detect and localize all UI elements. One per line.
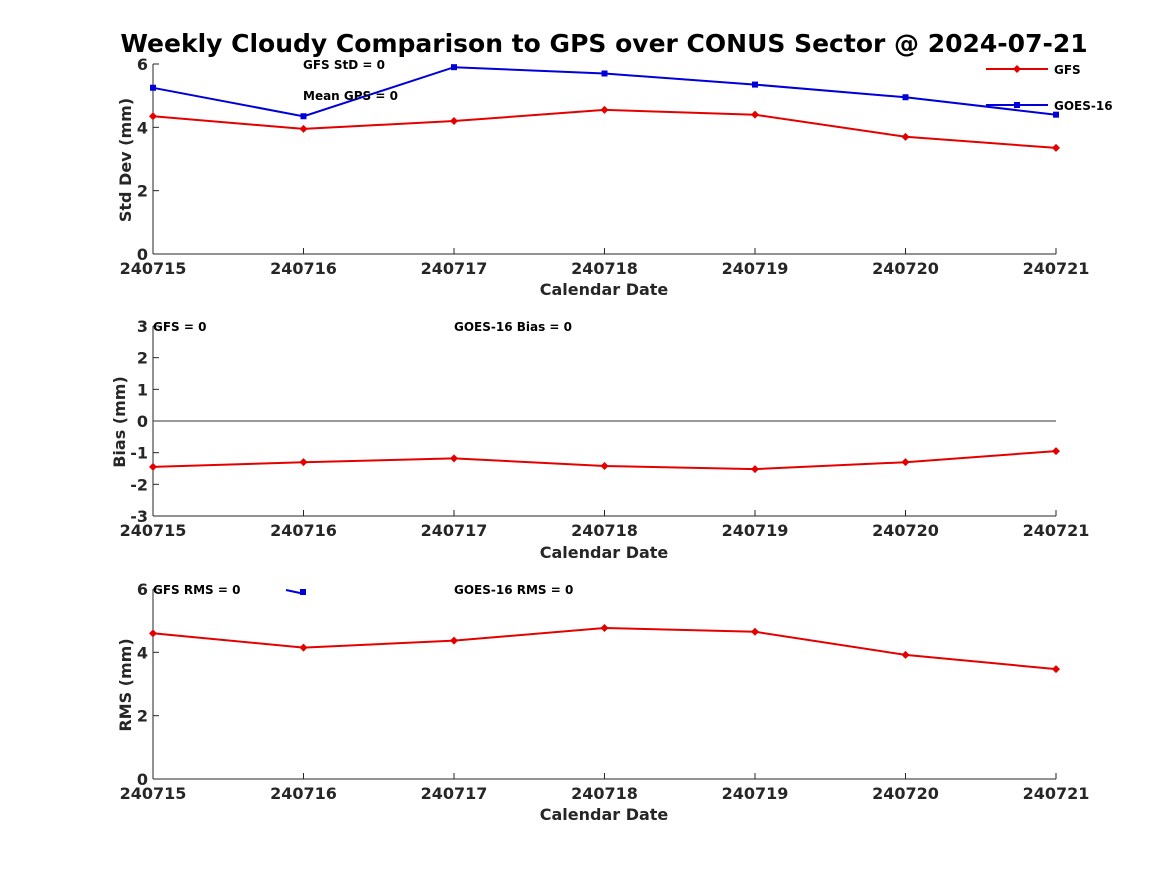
std-dev-axes: 240715 240716 240717 240718 240719 240720 2407…: [120, 55, 1090, 278]
bias-annotation-gfs: GFS = 0: [153, 320, 206, 334]
std-y-tick-label: 0: [137, 245, 148, 264]
rms-gfs-point: [299, 643, 308, 652]
rms-gfs-point: [600, 623, 609, 632]
std-x-tick-label: 240718: [571, 259, 638, 278]
std-goes16-point: [150, 84, 156, 91]
std-gfs-point: [450, 117, 458, 125]
rms-x-tick-label: 240716: [270, 784, 337, 803]
rms-gfs-point: [751, 627, 759, 636]
bias-gfs-point: [1052, 447, 1060, 456]
rms-y-tick-label: 4: [137, 643, 148, 662]
rms-gfs-point: [1052, 665, 1060, 674]
bias-x-tick-label: 240716: [270, 521, 337, 540]
bias-x-tick-label: 240717: [421, 521, 488, 540]
std-x-tick-label: 240721: [1023, 259, 1090, 278]
bias-y-tick-label: 0: [137, 412, 148, 431]
bias-y-axis-label: Bias (mm): [110, 376, 129, 468]
std-gfs-point: [1052, 143, 1060, 152]
bias-x-axis-label: Calendar Date: [540, 543, 669, 562]
rms-legend-fragment: [285, 589, 306, 595]
rms-annotation-goes16: GOES-16 RMS = 0: [454, 583, 573, 597]
bias-gfs-point: [450, 454, 458, 463]
bias-axes: 240715 240716 240717 240718 240719 240720 2407…: [120, 317, 1090, 540]
std-goes16-point: [1053, 111, 1059, 118]
rms-x-tick-label: 240717: [421, 784, 488, 803]
std-y-tick-label: 2: [137, 182, 148, 201]
std-dev-panel: 240715 240716 240717 240718 240719 240720 2407…: [116, 55, 1113, 299]
legend-goes16-marker: [1014, 102, 1020, 108]
bias-gfs-point: [149, 462, 157, 471]
std-x-tick-label: 240716: [270, 259, 337, 278]
rms-x-axis-label: Calendar Date: [540, 805, 669, 824]
std-y-tick-label: 6: [137, 55, 148, 74]
std-x-tick-label: 240719: [722, 259, 789, 278]
bias-gfs-point: [751, 465, 759, 474]
std-dev-series: [149, 64, 1060, 152]
rms-gfs-point: [149, 629, 157, 638]
bias-annotation-goes16: GOES-16 Bias = 0: [454, 320, 572, 334]
bias-y-tick-label: -2: [130, 475, 148, 494]
std-goes16-point: [752, 81, 758, 88]
bias-gfs-point: [901, 458, 910, 467]
bias-x-tick-label: 240721: [1023, 521, 1090, 540]
std-goes16-point: [300, 113, 307, 120]
bias-y-tick-label: 2: [137, 349, 148, 368]
rms-x-tick-label: 240718: [571, 784, 638, 803]
figure-title: Weekly Cloudy Comparison to GPS over CON…: [120, 29, 1087, 58]
bias-y-tick-label: -3: [130, 507, 148, 526]
std-x-tick-label: 240720: [872, 259, 939, 278]
rms-legend-goes16-line-fragment: [285, 589, 301, 594]
bias-gfs-point: [299, 458, 308, 467]
rms-series: [149, 623, 1060, 674]
std-x-tick-label: 240715: [120, 259, 187, 278]
bias-x-tick-label: 240718: [571, 521, 638, 540]
std-gfs-point: [149, 112, 157, 121]
legend-gfs-label: GFS: [1054, 63, 1081, 77]
std-dev-x-axis-label: Calendar Date: [540, 280, 669, 299]
std-gfs-point: [299, 124, 308, 133]
rms-annotation-gfs: GFS RMS = 0: [153, 583, 240, 597]
std-gfs-point: [751, 110, 759, 119]
rms-x-tick-label: 240720: [872, 784, 939, 803]
std-goes16-point: [451, 64, 457, 71]
bias-x-tick-label: 240719: [722, 521, 789, 540]
bias-gfs-point: [600, 461, 609, 470]
rms-x-tick-label: 240719: [722, 784, 789, 803]
rms-x-tick-label: 240715: [120, 784, 187, 803]
std-goes16-point: [902, 94, 909, 101]
std-dev-y-axis-label: Std Dev (mm): [116, 98, 135, 222]
rms-x-tick-label: 240721: [1023, 784, 1090, 803]
std-gfs-point: [600, 105, 609, 114]
rms-y-tick-label: 0: [137, 770, 148, 789]
rms-legend-goes16-marker-fragment: [300, 589, 306, 595]
rms-y-axis-label: RMS (mm): [116, 638, 135, 731]
bias-series: [149, 447, 1060, 474]
rms-gfs-point: [450, 636, 458, 645]
rms-y-tick-label: 6: [137, 580, 148, 599]
std-dev-annotation-gfs-std: GFS StD = 0: [303, 58, 385, 72]
rms-y-tick-label: 2: [137, 707, 148, 726]
rms-axes: 240715 240716 240717 240718 240719 240720 2407…: [120, 580, 1090, 803]
std-y-tick-label: 4: [137, 118, 148, 137]
legend-goes16-label: GOES-16: [1054, 99, 1113, 113]
std-dev-annotation-mean-gps: Mean GPS = 0: [303, 89, 398, 103]
std-goes16-point: [601, 70, 608, 77]
std-dev-legend: GFS GOES-16: [986, 63, 1113, 113]
bias-y-tick-label: -1: [130, 444, 148, 463]
legend-gfs-marker: [1013, 65, 1021, 73]
bias-x-tick-label: 240720: [872, 521, 939, 540]
bias-x-tick-label: 240715: [120, 521, 187, 540]
bias-panel: 240715 240716 240717 240718 240719 240720 2407…: [110, 317, 1089, 562]
rms-panel: 240715 240716 240717 240718 240719 240720 2407…: [116, 580, 1089, 824]
bias-y-tick-label: 3: [137, 317, 148, 336]
bias-y-tick-label: 1: [137, 380, 148, 399]
rms-gfs-point: [901, 650, 910, 659]
std-x-tick-label: 240717: [421, 259, 488, 278]
std-gfs-point: [901, 132, 910, 141]
